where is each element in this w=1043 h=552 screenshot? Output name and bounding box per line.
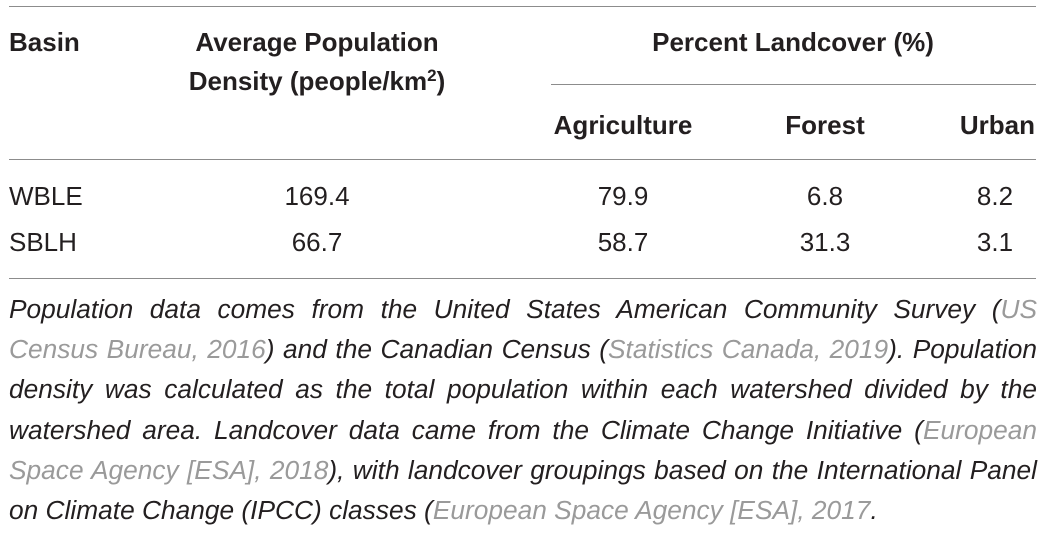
footnote-text-4: ), with landcover groupings based on the…	[9, 454, 1037, 526]
header-basin: Basin	[9, 27, 80, 57]
table-row-2-agriculture: 58.7	[597, 227, 649, 257]
table-row-2-urban: 3.1	[976, 227, 1014, 257]
footnote-text-3: ). Population density was calculated as …	[9, 334, 1038, 445]
header-bottom-rule	[9, 159, 1036, 160]
reference-link-esa-2017[interactable]: European Space Agency [ESA], 2017	[432, 495, 871, 526]
table-row-2-density: 66.7	[291, 227, 343, 257]
header-forest: Forest	[785, 110, 865, 140]
reference-link-statistics-canada[interactable]: Statistics Canada, 2019	[608, 334, 889, 365]
table-row-2-basin: SBLH	[9, 227, 77, 257]
table-bottom-rule	[9, 278, 1036, 279]
header-density-line1: Average Population	[195, 27, 439, 57]
header-landcover-group: Percent Landcover (%)	[652, 27, 934, 57]
table-row-1-basin: WBLE	[9, 181, 83, 211]
header-urban: Urban	[959, 110, 1035, 140]
table-top-rule	[9, 6, 1036, 7]
reference-link-us-census[interactable]: US Census Bureau, 2016	[9, 294, 1037, 365]
header-density-superscript: 2	[427, 66, 437, 85]
header-agriculture: Agriculture	[553, 110, 693, 140]
header-density-line2-close: )	[436, 66, 446, 96]
table-footnote: Population data comes from the United St…	[9, 289, 1037, 530]
footnote-text-5: .	[870, 495, 878, 526]
footnote-text-2: ) and the Canadian Census (	[265, 334, 608, 365]
footnote-text-1: Population data comes from the United St…	[9, 294, 1001, 324]
reference-link-esa-2018[interactable]: European Space Agency [ESA], 2018	[9, 414, 1037, 485]
header-density-line2-text: Density (people/km	[188, 66, 428, 96]
header-density-line2: Density (people/km2)	[189, 66, 446, 96]
table-row-1-forest: 6.8	[806, 181, 844, 211]
table-row-1-density: 169.4	[284, 181, 350, 211]
landcover-group-rule	[551, 84, 1036, 85]
table-row-1-urban: 8.2	[976, 181, 1014, 211]
table-row-1-agriculture: 79.9	[597, 181, 649, 211]
table-row-2-forest: 31.3	[799, 227, 851, 257]
